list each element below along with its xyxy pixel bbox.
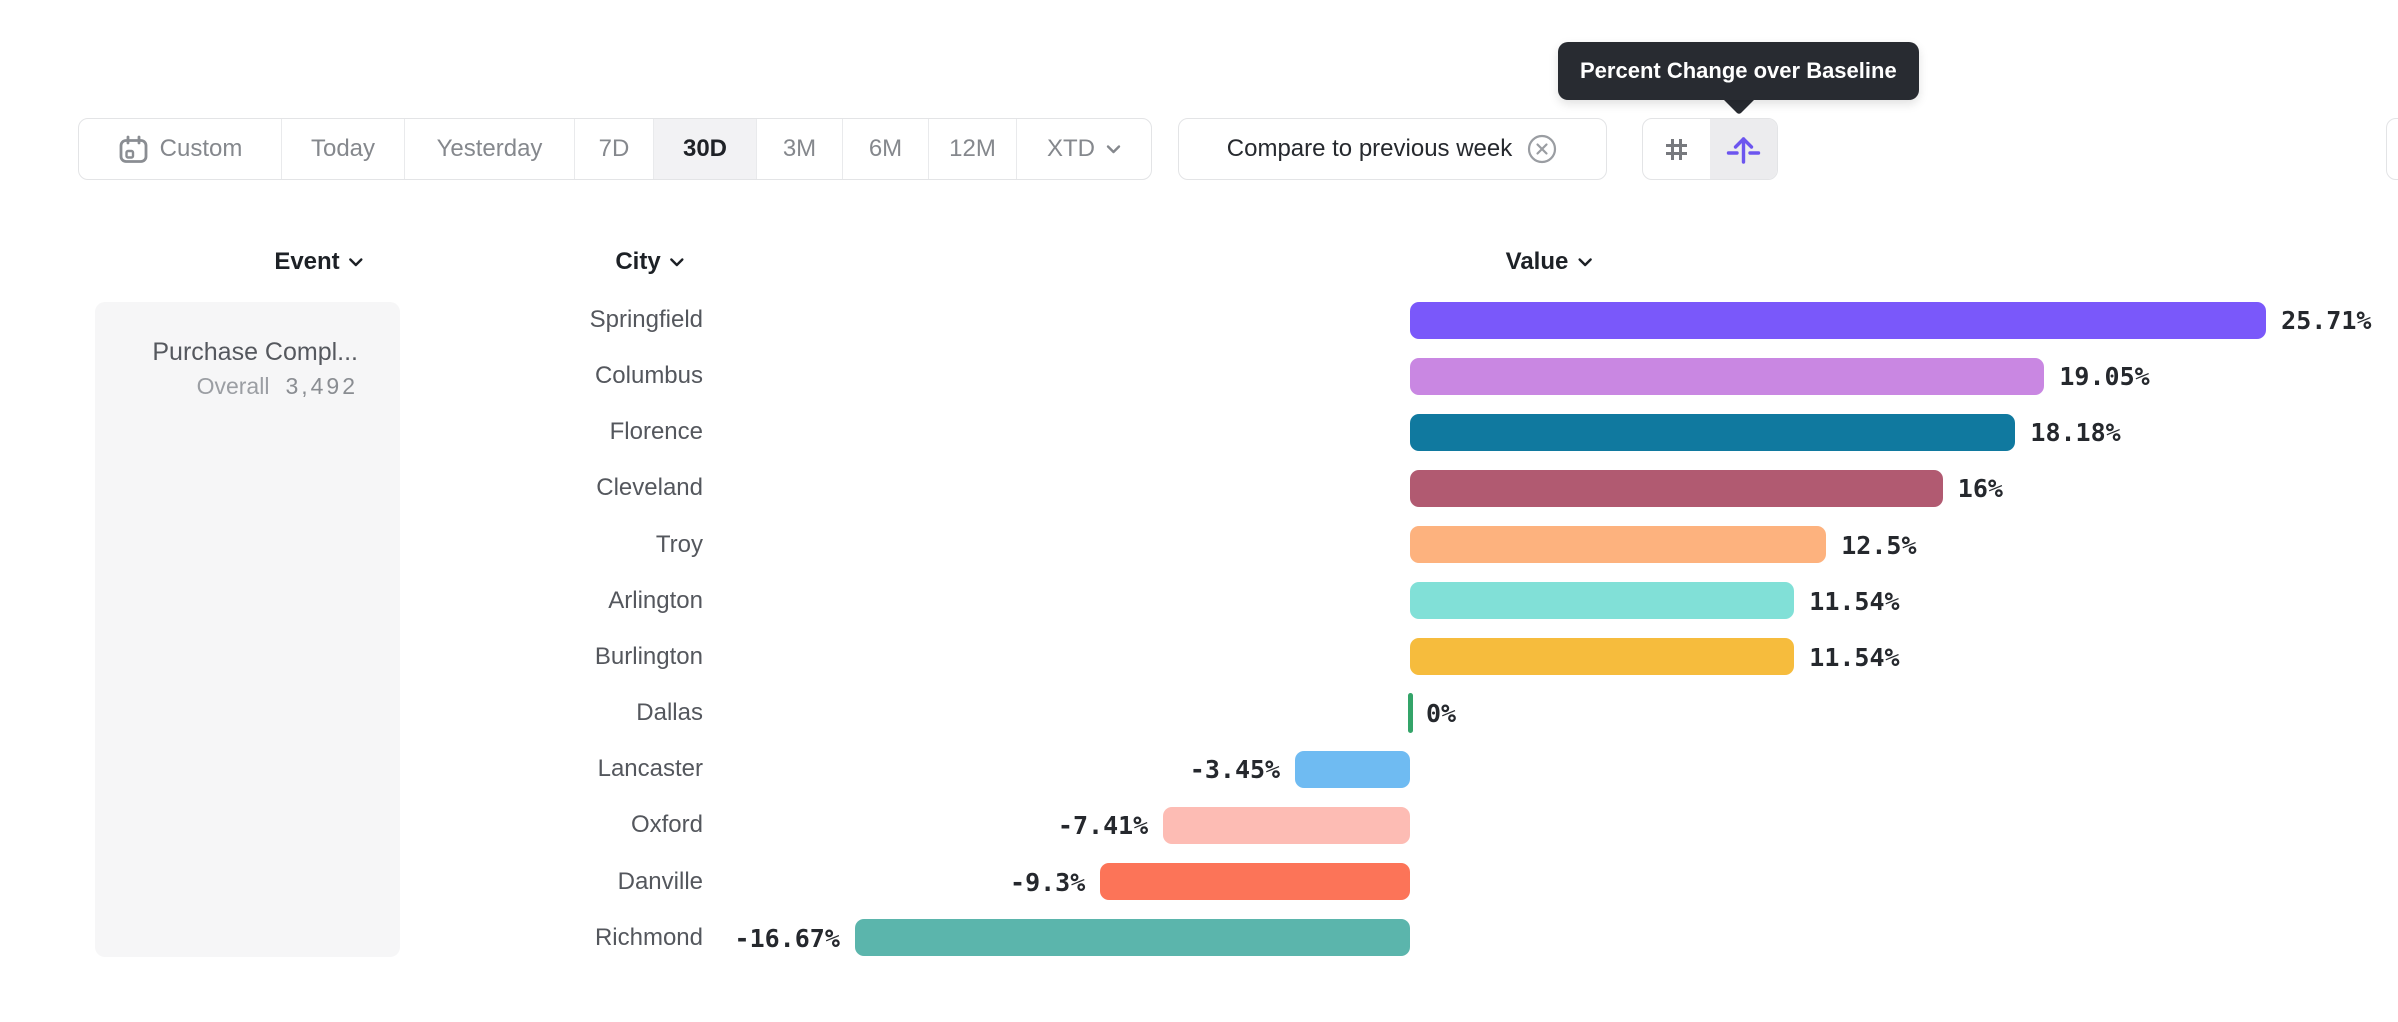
city-label: Lancaster	[597, 755, 703, 783]
value-label: -16.67%	[734, 923, 840, 953]
range-button-3m[interactable]: 3M	[757, 119, 843, 179]
column-header-label: Event	[274, 248, 340, 275]
city-label: Columbus	[594, 362, 703, 390]
chart-row: Oxford -7.41%	[0, 797, 2398, 853]
compare-chip[interactable]: Compare to previous week	[1178, 118, 1607, 180]
chart-row: Danville -9.3%	[0, 854, 2398, 910]
city-label: Danville	[617, 867, 703, 895]
value-label: -7.41%	[1057, 811, 1149, 841]
chart-row: Dallas 0%	[0, 685, 2398, 741]
event-name: Purchase Compl...	[152, 338, 358, 366]
value-label: 12.5%	[1841, 530, 1917, 560]
chevron-down-icon	[349, 257, 364, 267]
value-label: 16%	[1957, 474, 2003, 504]
city-label: Florence	[609, 418, 703, 446]
range-button-yesterday[interactable]: Yesterday	[405, 119, 575, 179]
range-label: 7D	[598, 135, 630, 162]
chart-row: Cleveland 16%	[0, 460, 2398, 516]
range-button-xtd[interactable]: XTD	[1017, 119, 1151, 179]
range-label: Today	[310, 135, 376, 162]
value-label: 0%	[1426, 699, 1457, 729]
chart-row: Burlington 11.54%	[0, 629, 2398, 685]
value-bar[interactable]	[854, 919, 1410, 957]
value-display-toggle	[1642, 118, 1778, 180]
range-button-6m[interactable]: 6M	[843, 119, 929, 179]
chevron-down-icon	[1106, 144, 1121, 154]
value-label: 11.54%	[1809, 586, 1900, 616]
range-label: 6M	[868, 135, 903, 162]
range-label: 3M	[782, 135, 817, 162]
calendar-icon	[118, 134, 149, 165]
value-bar[interactable]	[1410, 638, 1795, 676]
chart-row: Columbus 19.05%	[0, 348, 2398, 404]
chart-row: Troy 12.5%	[0, 517, 2398, 573]
column-header-label: Value	[1505, 248, 1569, 275]
city-label: Troy	[655, 530, 703, 558]
range-label: XTD	[1047, 135, 1095, 162]
arrow-up-baseline-icon	[1726, 132, 1761, 167]
value-label: 18.18%	[2030, 418, 2121, 448]
chart-row: Florence 18.18%	[0, 404, 2398, 460]
chevron-down-icon	[670, 257, 685, 267]
value-label: -9.3%	[1010, 867, 1086, 897]
tooltip-text: Percent Change over Baseline	[1580, 58, 1897, 83]
value-bar[interactable]	[1410, 469, 1943, 507]
range-label: Custom	[159, 135, 243, 162]
tooltip: Percent Change over Baseline	[1558, 42, 1919, 100]
value-label: 11.54%	[1809, 642, 1900, 672]
column-header-label: City	[615, 248, 661, 275]
value-bar[interactable]	[1410, 582, 1795, 620]
range-label: 30D	[682, 135, 728, 162]
range-button-today[interactable]: Today	[282, 119, 405, 179]
zero-baseline-tick[interactable]	[1408, 693, 1413, 734]
overall-label: Overall	[196, 373, 270, 399]
city-label: Burlington	[594, 642, 703, 670]
range-button-custom[interactable]: Custom	[79, 119, 282, 179]
event-panel[interactable]: Purchase Compl... Overall 3,492	[95, 302, 400, 957]
column-header-city[interactable]: City	[615, 247, 684, 277]
value-bar[interactable]	[1100, 863, 1410, 900]
chevron-down-icon	[1577, 257, 1592, 267]
chart-row: Lancaster -3.45%	[0, 741, 2398, 797]
city-label: Arlington	[608, 586, 703, 614]
toggle-number-view[interactable]	[1643, 119, 1710, 179]
toggle-percent-change-view[interactable]	[1710, 119, 1777, 179]
city-label: Oxford	[630, 811, 703, 839]
value-bar[interactable]	[1410, 526, 1827, 564]
hash-icon	[1662, 135, 1691, 164]
range-button-30d[interactable]: 30D	[654, 119, 757, 179]
chart-row: Springfield 25.71%	[0, 292, 2398, 348]
range-button-7d[interactable]: 7D	[575, 119, 654, 179]
city-label: Springfield	[589, 306, 703, 333]
value-label: -3.45%	[1189, 755, 1281, 785]
value-bar[interactable]	[1410, 357, 2045, 395]
overall-value: 3,492	[285, 373, 358, 399]
clipped-edge-button[interactable]	[2386, 118, 2398, 180]
chart-row: Richmond -16.67%	[0, 910, 2398, 966]
remove-compare-icon[interactable]	[1526, 133, 1558, 165]
chart-row: Arlington 11.54%	[0, 573, 2398, 629]
range-button-12m[interactable]: 12M	[929, 119, 1017, 179]
city-label: Cleveland	[596, 474, 703, 502]
value-bar[interactable]	[1410, 301, 2267, 339]
range-label: 12M	[949, 135, 996, 162]
column-header-event[interactable]: Event	[274, 247, 363, 277]
date-range-toolbar: Custom Today Yesterday 7D 30D 3M 6M 12M …	[78, 118, 1152, 180]
value-bar[interactable]	[1410, 413, 2016, 451]
city-label: Dallas	[636, 699, 703, 727]
value-label: 19.05%	[2059, 362, 2150, 392]
value-label: 25.71%	[2281, 306, 2372, 335]
column-header-value[interactable]: Value	[1506, 247, 1593, 277]
city-label: Richmond	[594, 923, 703, 951]
event-overall: Overall 3,492	[95, 372, 358, 400]
range-label: Yesterday	[436, 135, 543, 162]
compare-chip-label: Compare to previous week	[1226, 135, 1513, 162]
value-bar[interactable]	[1163, 806, 1410, 844]
value-bar[interactable]	[1295, 750, 1410, 788]
